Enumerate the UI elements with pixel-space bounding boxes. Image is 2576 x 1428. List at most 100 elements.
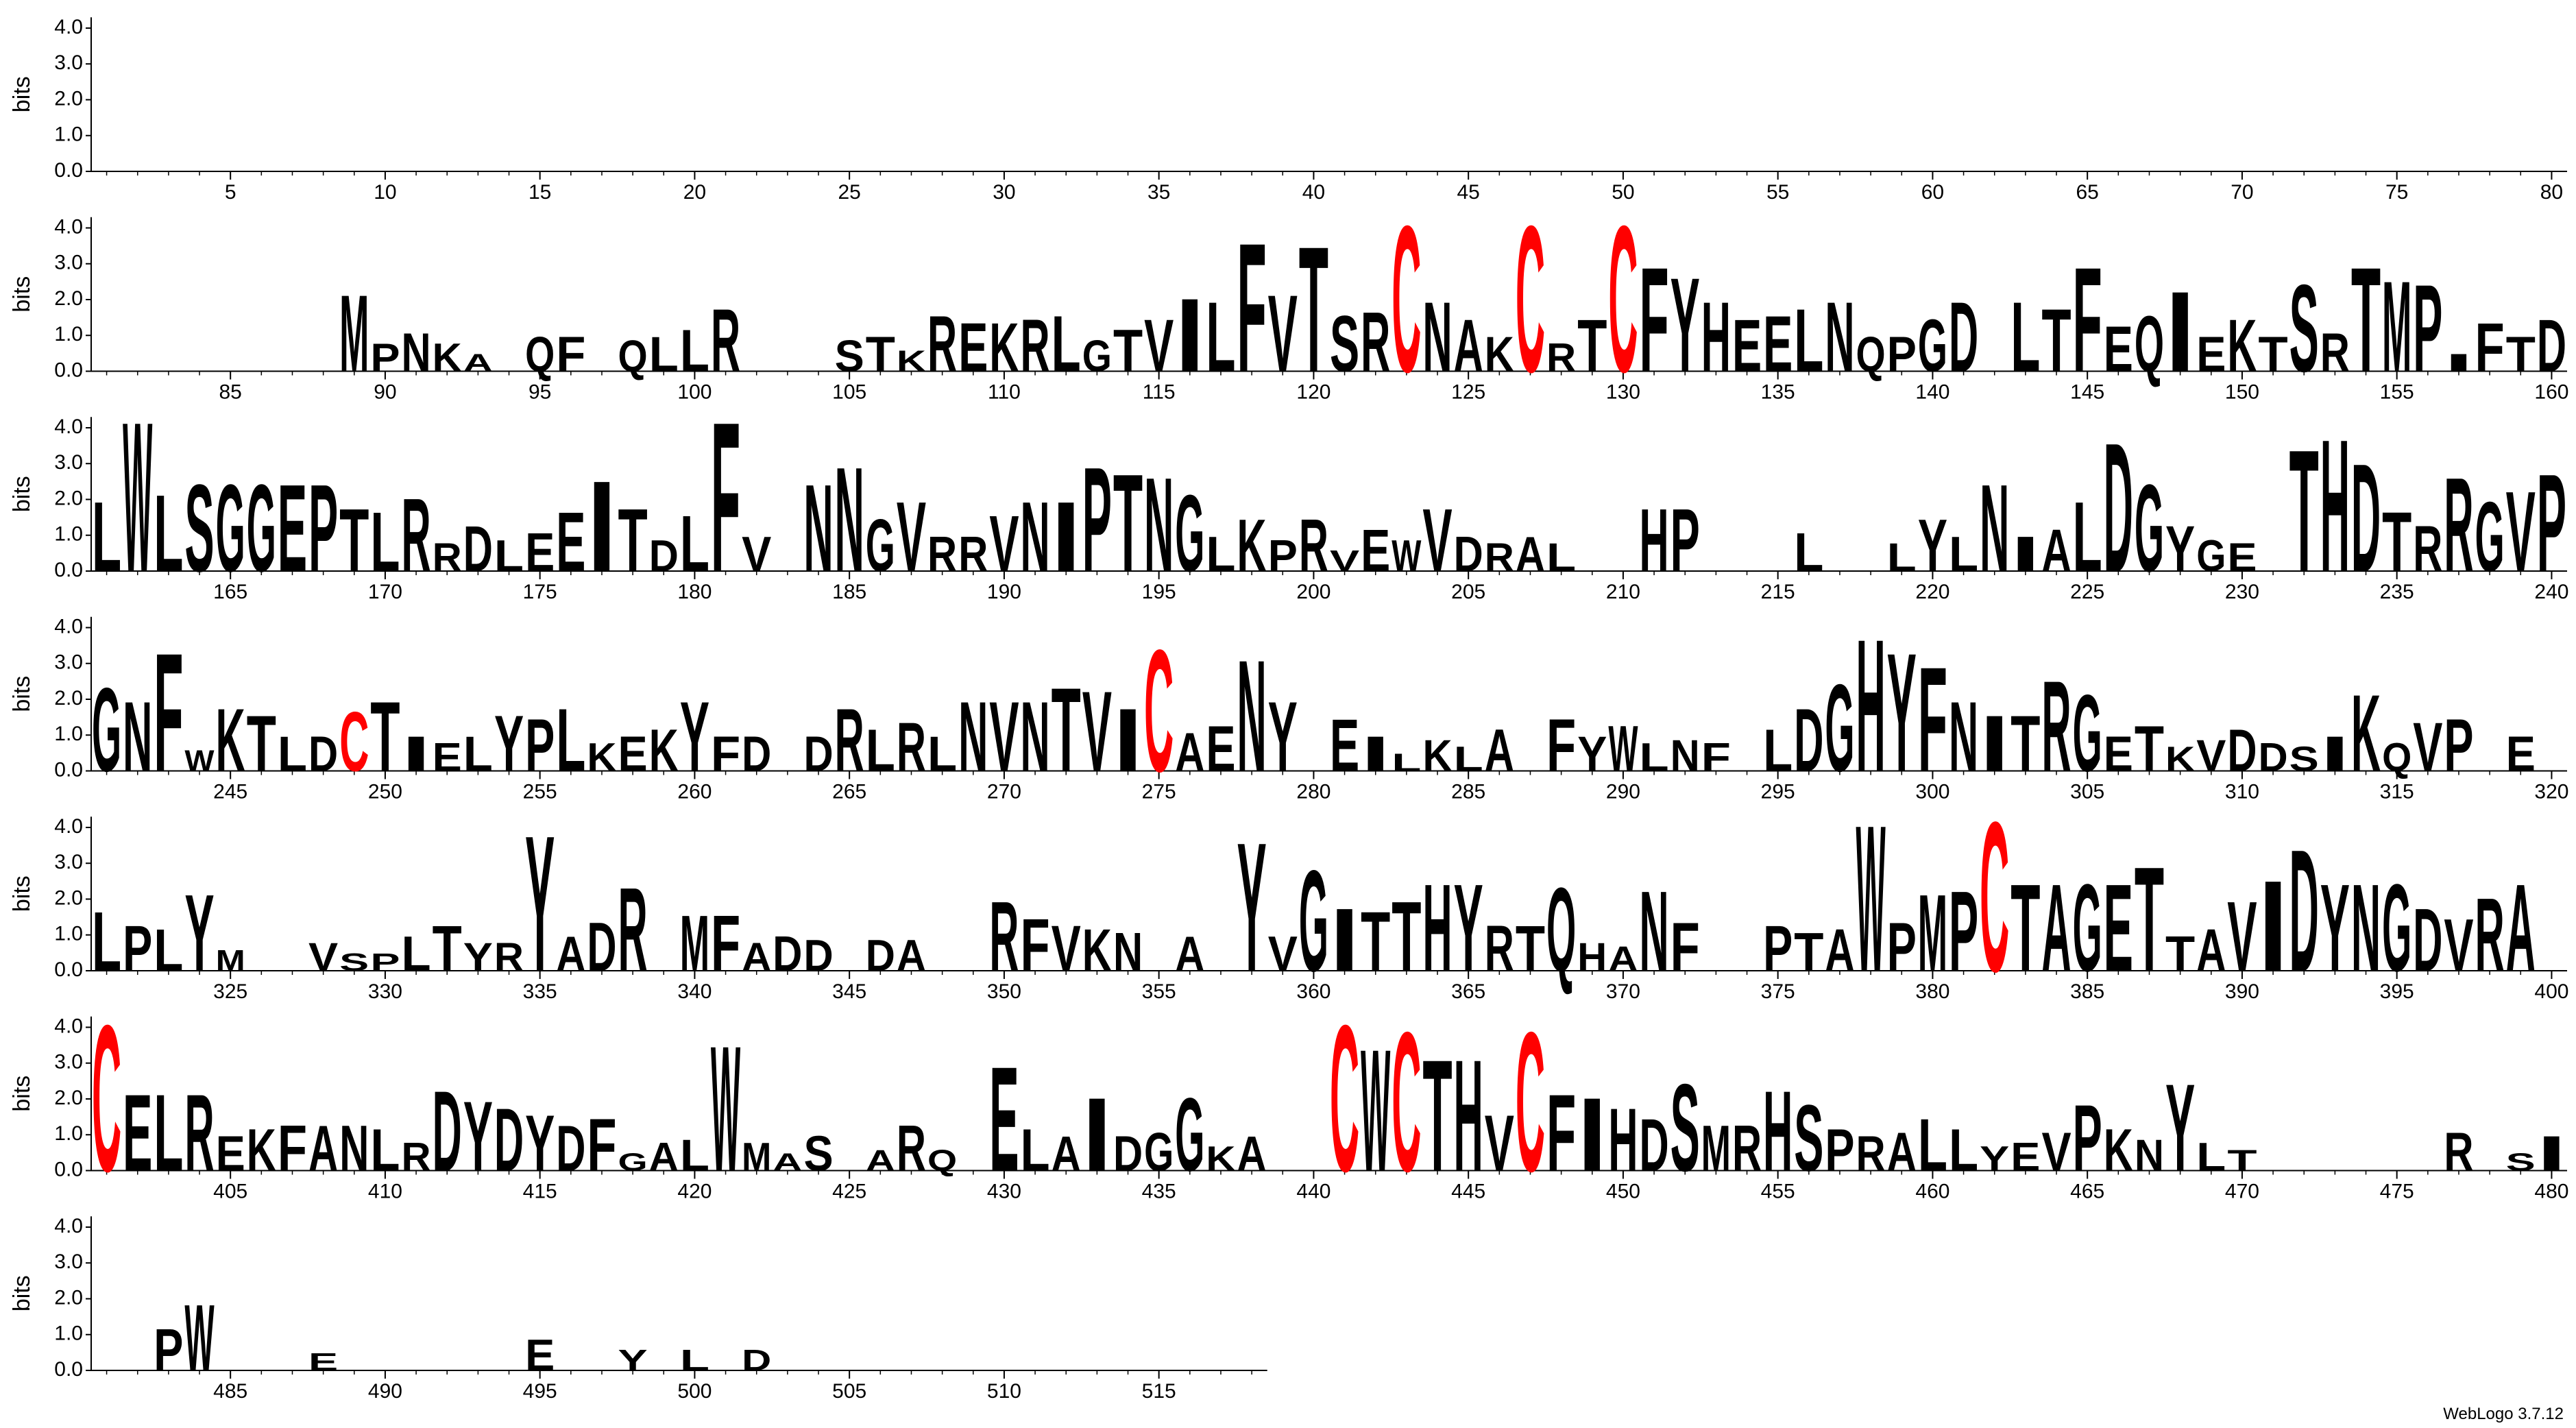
x-tick-label: 375 [1761,980,1795,1003]
logo-letter: E [525,1330,555,1380]
x-tick-label: 140 [1915,380,1949,403]
y-axis-label: bits [9,76,35,112]
logo-letter: T [618,490,648,590]
x-tick-label: 90 [374,380,396,403]
x-tick-label: 390 [2225,980,2259,1003]
logo-letter: N [1949,681,1978,792]
logo-letter: S [339,948,369,976]
x-tick-label: 430 [987,1180,1021,1202]
logo-letter: D [2537,304,2566,388]
logo-letter: C [92,982,121,1215]
logo-letter: F [2475,308,2505,387]
logo-letter: C [1516,991,1545,1213]
x-tick-label: 180 [677,581,712,603]
logo-letter: I [2010,527,2040,582]
x-tick-label: 380 [1915,980,1949,1003]
x-tick-label: 365 [1451,980,1485,1003]
logo-letter: R [402,1135,431,1180]
logo-letter: G [1175,472,1204,594]
logo-letter: V [2413,708,2442,786]
logo-letter: L [1794,522,1823,583]
x-tick-label: 285 [1451,780,1485,803]
logo-letter: L [1918,1104,1947,1187]
logo-letter: R [1485,535,1514,580]
x-tick-label: 425 [832,1180,866,1202]
x-tick-label: 60 [1921,181,1944,204]
logo-letter: K [1206,1139,1236,1178]
logo-letter: S [2289,740,2319,779]
logo-letter: F [1237,205,1267,411]
logo-letter: D [1454,527,1483,582]
logo-letter: S [2289,260,2319,398]
logo-letter: T [2010,859,2040,997]
logo-letter: W [1608,713,1638,785]
logo-letter: Q [1856,327,1886,383]
x-tick-label: 460 [1915,1180,1949,1202]
logo-letter: Y [1887,619,1917,808]
x-tick-label: 235 [2380,581,2414,603]
logo-letter: P [1887,908,1917,986]
y-tick-label: 4.0 [54,215,83,238]
logo-letter: K [649,718,679,784]
y-tick-label: 0.0 [54,159,83,182]
x-tick-label: 370 [1606,980,1640,1003]
logo-letter: E [989,1037,1019,1203]
logo-letter: N [1825,282,1854,393]
logo-letter: R [1021,304,1050,388]
logo-letter: H [1640,490,1669,590]
logo-letter: E [123,1072,152,1194]
logo-letter: S [1330,300,1359,389]
x-tick-label: 315 [2380,780,2414,803]
logo-letter: P [370,336,400,380]
logo-letter: V [1082,668,1112,796]
logo-letter: L [927,727,957,782]
logo-letter: V [2227,881,2257,992]
logo-letter: F [1546,1072,1576,1194]
logo-letter: E [1763,300,1793,389]
logo-letter: F [278,1113,307,1185]
logo-letter: S [803,1126,833,1182]
logo-letter: L [154,1072,183,1194]
y-tick-label: 4.0 [54,615,83,638]
logo-letter: N [1144,450,1174,600]
y-tick-label: 1.0 [54,923,83,945]
x-tick-label: 255 [523,780,557,803]
logo-letter: L [1949,527,1978,582]
logo-letter: P [1082,437,1112,603]
x-tick-label: 415 [523,1180,557,1202]
logo-letter: R [2041,654,2071,799]
logo-letter: Y [2165,513,2195,585]
logo-letter: Y [1454,859,1483,997]
logo-letter: Y [1237,804,1267,1010]
logo-letter: V [2196,731,2226,781]
logo-letter: D [308,727,338,782]
logo-letter: T [2289,413,2319,608]
logo-letter: D [2104,404,2133,610]
logo-letter: P [1825,1117,1854,1184]
logo-letter: A [463,349,493,377]
logo-letter: F [556,327,585,383]
logo-letter: N [339,1113,369,1185]
logo-letter: M [216,945,245,978]
x-tick-label: 495 [523,1380,557,1403]
logo-letter: T [1422,1028,1452,1205]
logo-letter: G [2073,859,2102,997]
logo-letter: P [1887,327,1917,383]
x-tick-label: 410 [368,1180,402,1202]
logo-letter: R [897,1113,926,1185]
logo-letter: Q [618,331,648,381]
x-tick-label: 35 [1147,181,1170,204]
x-tick-label: 355 [1142,980,1176,1003]
logo-letter: H [1763,1068,1793,1196]
y-tick-label: 0.0 [54,359,83,381]
y-tick-label: 2.0 [54,87,83,110]
x-tick-label: 305 [2070,780,2104,803]
x-tick-label: 135 [1761,380,1795,403]
logo-letter: V [989,499,1019,588]
x-tick-label: 50 [1612,181,1634,204]
logo-letter: Y [1268,681,1298,792]
logo-letter: I [1330,890,1359,990]
logo-letter: F [1640,237,1669,404]
y-tick-label: 1.0 [54,123,83,146]
